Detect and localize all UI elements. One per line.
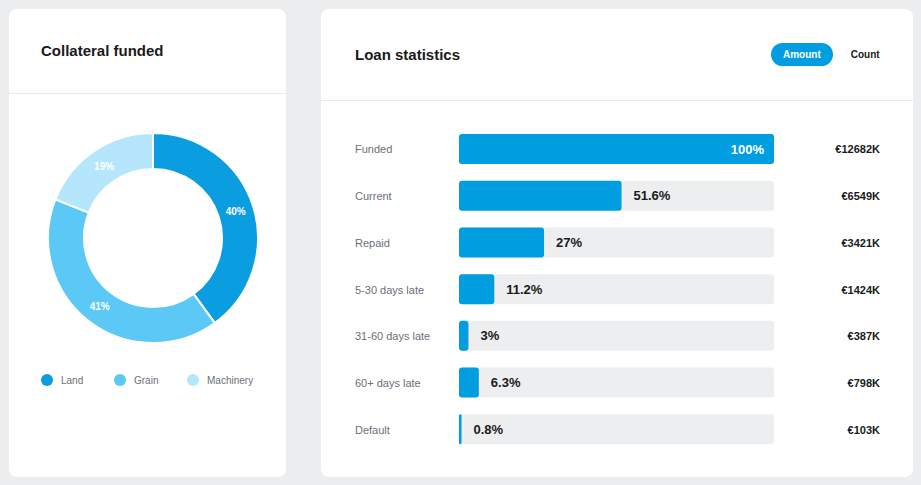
svg-text:31-60 days late: 31-60 days late — [355, 330, 430, 342]
svg-text:11.2%: 11.2% — [506, 282, 543, 297]
svg-text:19%: 19% — [94, 161, 114, 172]
svg-text:100%: 100% — [731, 142, 765, 157]
svg-text:0.8%: 0.8% — [474, 422, 504, 437]
svg-text:€103K: €103K — [848, 424, 880, 436]
svg-text:€6549K: €6549K — [841, 190, 880, 202]
html-text:Collateral funded: Collateral funded — [41, 42, 164, 59]
html-text:Count: Count — [850, 49, 880, 60]
svg-text:6.3%: 6.3% — [491, 375, 521, 390]
html-text:Loan statistics: Loan statistics — [355, 46, 460, 63]
html-text:Grain: Grain — [134, 374, 159, 386]
svg-text:51.6%: 51.6% — [634, 188, 671, 203]
svg-text:27%: 27% — [556, 235, 582, 250]
svg-text:41%: 41% — [90, 301, 110, 312]
html-text:Land: Land — [61, 374, 84, 386]
svg-text:€798K: €798K — [848, 377, 880, 389]
svg-text:€3421K: €3421K — [841, 237, 880, 249]
html-text:Machinery: Machinery — [207, 374, 254, 386]
svg-text:Default: Default — [355, 424, 390, 436]
svg-text:60+ days late: 60+ days late — [355, 377, 421, 389]
svg-text:Current: Current — [355, 190, 392, 202]
svg-text:€387K: €387K — [848, 330, 880, 342]
svg-text:€1424K: €1424K — [841, 284, 880, 296]
html-text:Amount: Amount — [783, 49, 821, 60]
svg-text:Repaid: Repaid — [355, 237, 390, 249]
svg-text:5-30 days late: 5-30 days late — [355, 284, 424, 296]
svg-text:Funded: Funded — [355, 143, 392, 155]
svg-text:40%: 40% — [226, 206, 246, 217]
svg-text:€12682K: €12682K — [835, 143, 880, 155]
svg-text:3%: 3% — [480, 328, 499, 343]
